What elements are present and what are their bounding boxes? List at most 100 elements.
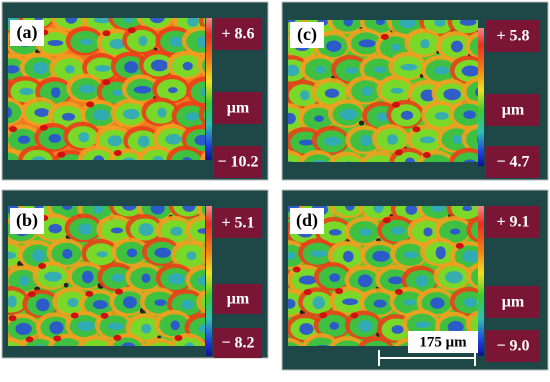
cell-core (388, 276, 404, 285)
cell-core (64, 18, 78, 24)
hot-spot (350, 312, 359, 319)
cell-core (76, 321, 95, 332)
cell-core (288, 251, 296, 260)
cell-core (181, 299, 194, 310)
cell-core (19, 275, 30, 287)
hot-spot (382, 217, 391, 224)
hot-spot (100, 312, 109, 319)
cell-core (342, 298, 359, 306)
cell-core (344, 206, 355, 211)
cell-core (31, 156, 46, 160)
cell-core (324, 88, 340, 98)
cell-core (169, 36, 183, 48)
cell-core (361, 86, 373, 97)
scale-box (486, 94, 540, 126)
cell-core (434, 66, 450, 75)
cell-core (154, 247, 172, 258)
cell-body (112, 18, 143, 29)
cell-core (288, 20, 296, 23)
cell-core (415, 321, 431, 329)
cell-core (197, 275, 205, 287)
cell-core (372, 250, 390, 262)
defect (358, 120, 365, 126)
cell-core (359, 228, 372, 237)
cell-core (415, 275, 429, 287)
cell-core (122, 108, 140, 120)
panel: (c) + 5.8 μm − 4.7 (267, 1, 549, 181)
height-map (8, 180, 215, 346)
panel-label-box (290, 208, 324, 234)
cell-core (463, 297, 477, 308)
cell-core (391, 325, 404, 334)
cell-core (141, 273, 151, 283)
cell-core (452, 135, 463, 144)
hot-spot (113, 334, 122, 341)
height-map (0, 18, 205, 160)
cell-core (138, 223, 154, 236)
scale-box (214, 328, 262, 358)
cell-core (345, 66, 358, 74)
cell-core (106, 322, 125, 331)
cell-core (93, 18, 112, 24)
cell-core (463, 110, 476, 120)
cell-core (312, 296, 325, 310)
cell-body (8, 101, 22, 124)
scale-bar: 175 μm (378, 331, 478, 366)
cell-core (346, 161, 352, 162)
hot-spot (303, 289, 312, 296)
cell-core (92, 299, 108, 310)
cell-core (36, 344, 45, 346)
cell-rim (477, 297, 478, 306)
cell-core (138, 35, 148, 46)
cell-core (462, 250, 478, 263)
cell-core (358, 319, 373, 333)
hot-spot (57, 151, 66, 158)
cell-core (123, 296, 137, 309)
cell-core (299, 90, 310, 101)
cell-core (44, 271, 63, 282)
cell-body (363, 340, 390, 346)
cell-core (182, 61, 193, 71)
cell-core (267, 41, 280, 47)
cell-core (122, 157, 136, 160)
cell-rim (201, 247, 205, 264)
cell-core (197, 228, 205, 234)
cell-core (111, 180, 121, 186)
cell-body (470, 315, 478, 335)
cell-body (82, 339, 110, 346)
cell-core (170, 320, 180, 331)
cell-core (62, 248, 73, 259)
cell-core (268, 140, 283, 146)
cell-body (22, 149, 53, 160)
cell-core (399, 20, 417, 29)
cell-core (326, 40, 342, 52)
cell-core (373, 66, 387, 73)
defect (273, 29, 276, 32)
cell-core (62, 206, 73, 211)
scale-max: + 9.1 (496, 214, 529, 231)
cell-core (51, 87, 61, 98)
cell-core (34, 108, 50, 117)
hot-spot (412, 126, 421, 133)
cell-core (373, 299, 387, 308)
cell-core (314, 115, 324, 122)
cell-core (0, 36, 1, 48)
cell-core (167, 273, 185, 285)
hot-spot (25, 336, 34, 343)
hot-spot (274, 290, 282, 296)
cell-core (194, 134, 205, 146)
cell-core (434, 20, 446, 27)
cell-core (154, 299, 167, 306)
cell-body (466, 81, 478, 103)
cell-core (122, 206, 137, 211)
cell-core (294, 181, 312, 187)
cell-core (198, 180, 215, 191)
cell-core (298, 139, 314, 146)
cell-body (189, 219, 205, 243)
cell-core (420, 38, 430, 49)
scale-min: − 8.2 (221, 335, 254, 352)
hot-spot (455, 242, 464, 249)
scale-max: + 5.8 (496, 28, 529, 45)
cell-core (390, 43, 401, 52)
